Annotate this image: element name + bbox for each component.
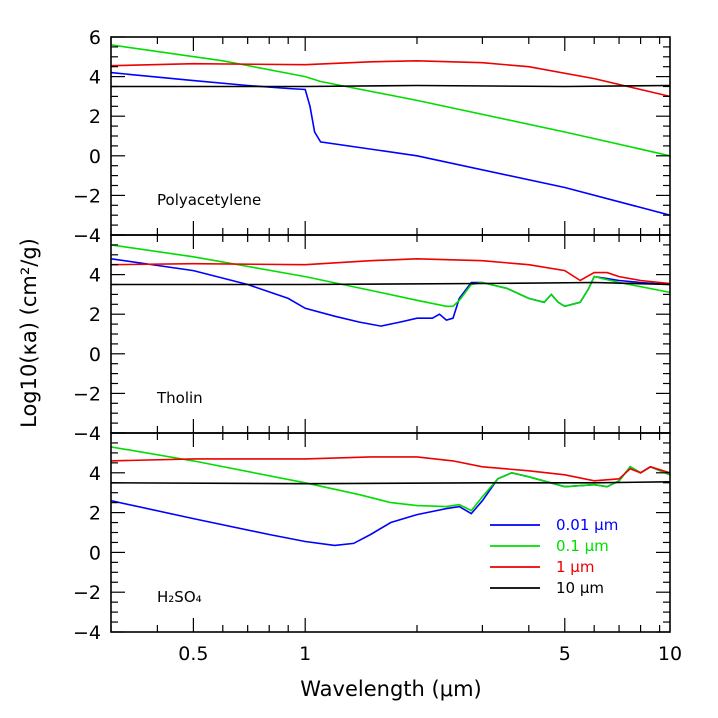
panel: 6 4 2 0 −2 −4 Polyacetylene bbox=[73, 27, 671, 247]
y-tick-label: 2 bbox=[89, 304, 101, 326]
panel-series bbox=[111, 244, 670, 327]
y-tick-label: 0 bbox=[89, 542, 101, 564]
y-tick-label: 4 bbox=[89, 67, 101, 89]
x-axis-ticks: 0.5 1 5 10 bbox=[178, 643, 682, 665]
series-line bbox=[111, 281, 670, 286]
y-tick-label: 2 bbox=[89, 106, 101, 128]
legend-label: 1 μm bbox=[556, 558, 594, 576]
y-tick-label: 6 bbox=[89, 27, 101, 49]
y-tick-label: −4 bbox=[73, 225, 101, 247]
legend-label: 0.1 μm bbox=[556, 537, 609, 555]
panel-label: Tholin bbox=[156, 389, 203, 407]
x-tick-label: 0.5 bbox=[178, 643, 208, 665]
legend-label: 10 μm bbox=[556, 579, 604, 597]
legend-entry: 1 μm bbox=[490, 558, 594, 576]
legend-label: 0.01 μm bbox=[556, 516, 618, 534]
x-tick-label: 5 bbox=[559, 643, 571, 665]
y-tick-label: −2 bbox=[73, 582, 101, 604]
legend-entry: 0.1 μm bbox=[490, 537, 609, 555]
y-axis-title: Log10(κa) (cm²/g) bbox=[17, 238, 41, 428]
panel-label: H₂SO₄ bbox=[157, 588, 202, 606]
panel-series bbox=[111, 44, 670, 216]
series-line bbox=[111, 481, 670, 485]
series-line bbox=[111, 456, 670, 482]
panel-label: Polyacetylene bbox=[157, 191, 261, 209]
series-line bbox=[111, 44, 670, 157]
y-tick-label: 0 bbox=[89, 146, 101, 168]
x-axis-title: Wavelength (μm) bbox=[300, 677, 481, 701]
y-tick-label: −4 bbox=[73, 423, 101, 445]
y-tick-label: 0 bbox=[89, 344, 101, 366]
chart-panels: 6 4 2 0 −2 −4 Polyacetylene 4 2 0 −2 −4 Tholin 4 2 0 −2 −… bbox=[73, 27, 671, 644]
legend-entry: 0.01 μm bbox=[490, 516, 618, 534]
legend-entry: 10 μm bbox=[490, 579, 604, 597]
svg-text:Log10(κa) (cm²/g): Log10(κa) (cm²/g) bbox=[17, 238, 41, 428]
panel: 4 2 0 −2 −4 Tholin bbox=[73, 234, 671, 445]
y-tick-label: −2 bbox=[73, 185, 101, 207]
y-tick-label: −4 bbox=[73, 622, 101, 644]
legend: 0.01 μm 0.1 μm 1 μm 10 μm bbox=[490, 516, 618, 597]
y-tick-label: −2 bbox=[73, 383, 101, 405]
x-tick-label: 10 bbox=[658, 643, 682, 665]
y-tick-label: 4 bbox=[89, 265, 101, 287]
x-tick-label: 1 bbox=[299, 643, 311, 665]
series-line bbox=[111, 59, 670, 98]
series-line bbox=[111, 84, 670, 88]
y-tick-label: 2 bbox=[89, 503, 101, 525]
panel: 4 2 0 −2 −4 H₂SO₄ bbox=[73, 432, 671, 644]
panel-series bbox=[111, 446, 670, 547]
series-line bbox=[111, 244, 670, 308]
y-tick-label: 4 bbox=[89, 463, 101, 485]
series-line bbox=[111, 257, 670, 285]
series-line bbox=[111, 71, 670, 216]
